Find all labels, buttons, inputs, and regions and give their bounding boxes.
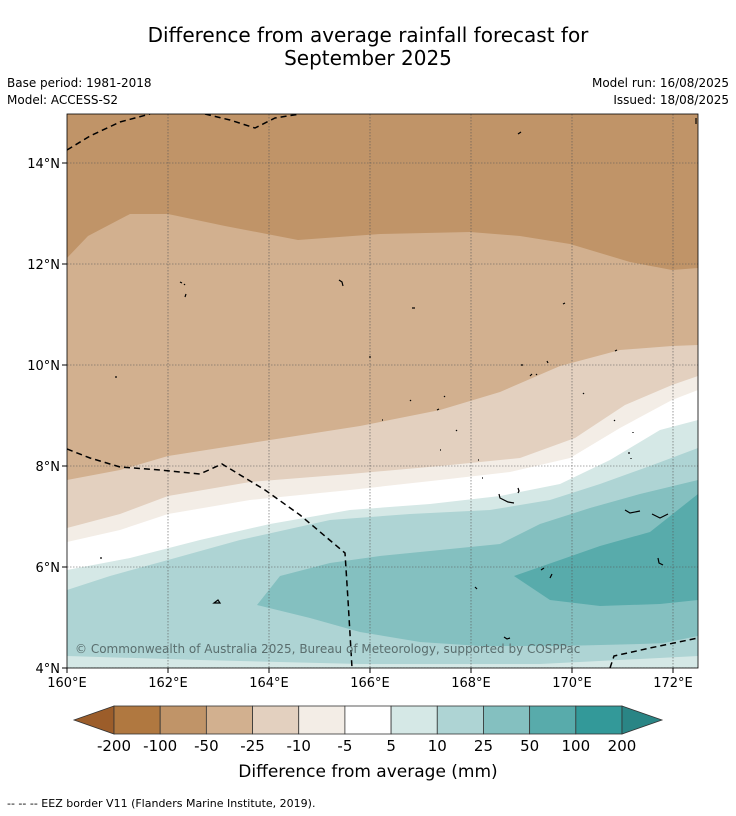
- colorbar-tick-label: -25: [240, 737, 265, 755]
- lat-label: 14°N: [27, 157, 60, 172]
- lon-label: 166°E: [350, 676, 390, 691]
- colorbar-swatch: [390, 705, 438, 735]
- colorbar-arrow-high: [621, 705, 664, 735]
- lat-label: 4°N: [36, 662, 61, 677]
- colorbar-tick-label: -10: [286, 737, 311, 755]
- colorbar-swatch: [159, 705, 207, 735]
- eez-footnote: -- -- -- EEZ border V11 (Flanders Marine…: [7, 797, 316, 810]
- colorbar-tick-label: 100: [561, 737, 590, 755]
- title-line-1: Difference from average rainfall forecas…: [147, 23, 589, 47]
- colorbar-swatch: [205, 705, 253, 735]
- lat-label: 8°N: [36, 460, 61, 475]
- eez-borders: [67, 114, 698, 668]
- issued-date: Issued: 18/08/2025: [613, 93, 729, 107]
- colorbar-tick-label: -50: [194, 737, 219, 755]
- colorbar-swatch: [344, 705, 392, 735]
- colorbar-swatch: [436, 705, 484, 735]
- lon-label: 172°E: [653, 676, 693, 691]
- colorbar-tick-label: -100: [143, 737, 177, 755]
- colorbar-tick-label: -5: [337, 737, 352, 755]
- model-name: Model: ACCESS-S2: [7, 93, 119, 107]
- band-bottom-5: [67, 656, 698, 668]
- lon-label: 160°E: [47, 676, 87, 691]
- gridlines: [67, 114, 698, 668]
- colorbar-tick-label: 10: [428, 737, 447, 755]
- colorbar-swatch: [298, 705, 346, 735]
- colorbar-swatch: [113, 705, 161, 735]
- colorbar-swatch: [529, 705, 577, 735]
- lat-label: 12°N: [27, 258, 60, 273]
- lon-label: 164°E: [249, 676, 289, 691]
- band-plus-50: [514, 494, 698, 606]
- map-fill: [67, 114, 698, 668]
- lat-label: 10°N: [27, 359, 60, 374]
- colorbar-tick-label: 25: [474, 737, 493, 755]
- colorbar-swatch: [575, 705, 623, 735]
- lon-label: 170°E: [552, 676, 592, 691]
- colorbar-arrow-low: [72, 705, 115, 735]
- colorbar-swatch: [252, 705, 300, 735]
- copyright-text: © Commonwealth of Australia 2025, Bureau…: [75, 642, 580, 656]
- lon-label: 168°E: [451, 676, 491, 691]
- colorbar-tick-label: -200: [97, 737, 131, 755]
- lat-label: 6°N: [36, 561, 61, 576]
- band-bottom-10: [67, 636, 698, 668]
- colorbar-title: Difference from average (mm): [238, 762, 498, 782]
- colorbar-swatch: [483, 705, 531, 735]
- model-run: Model run: 16/08/2025: [591, 76, 729, 90]
- islands: [100, 118, 697, 640]
- colorbar-tick-label: 200: [608, 737, 637, 755]
- base-period: Base period: 1981-2018: [7, 76, 152, 90]
- title-line-2: September 2025: [284, 46, 452, 70]
- lon-label: 162°E: [148, 676, 188, 691]
- colorbar-tick-label: 50: [520, 737, 539, 755]
- colorbar-tick-label: 5: [386, 737, 396, 755]
- colorbar: [72, 705, 664, 735]
